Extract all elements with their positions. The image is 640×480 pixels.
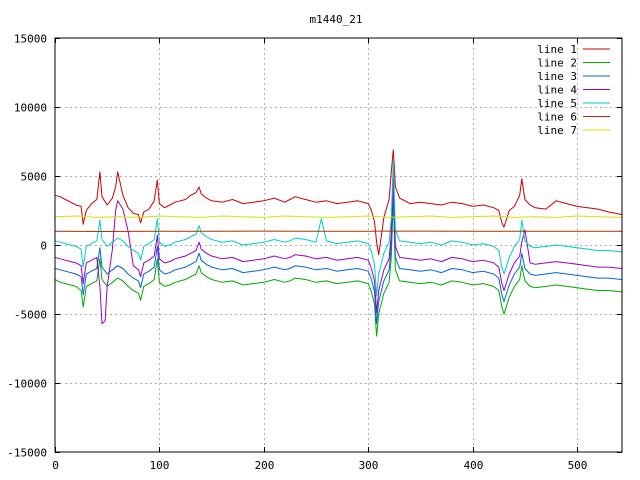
legend-label-5: line 5 xyxy=(537,97,577,110)
legend-label-6: line 6 xyxy=(537,111,577,124)
series-line-3 xyxy=(54,187,623,325)
series-layer xyxy=(54,149,623,337)
legend-label-2: line 2 xyxy=(537,57,577,70)
chart-title: m1440_21 xyxy=(310,13,363,26)
x-tick-label: 400 xyxy=(464,459,484,472)
x-tick-label: 500 xyxy=(568,459,588,472)
y-tick-label: -15000 xyxy=(7,447,47,460)
legend-label-1: line 1 xyxy=(537,43,577,56)
legend-label-4: line 4 xyxy=(537,84,577,97)
y-tick-label: 0 xyxy=(40,240,47,253)
x-tick-label: 300 xyxy=(359,459,379,472)
ticks: -15000 -10000 -5000 0 5000 10000 15000 0 100 200 3… xyxy=(7,33,622,472)
series-line-1 xyxy=(54,149,623,256)
legend-label-3: line 3 xyxy=(537,70,577,83)
y-tick-label: 10000 xyxy=(14,102,47,115)
y-tick-label: 15000 xyxy=(14,33,47,46)
series-line-4 xyxy=(54,176,623,325)
legend-label-7: line 7 xyxy=(537,124,577,137)
x-tick-label: 200 xyxy=(255,459,275,472)
x-tick-label: 0 xyxy=(52,459,59,472)
y-tick-label: -10000 xyxy=(7,378,47,391)
series-line-7 xyxy=(54,215,623,218)
y-tick-label: 5000 xyxy=(21,171,48,184)
x-tick-label: 100 xyxy=(150,459,170,472)
series-line-2 xyxy=(54,199,623,337)
series-line-5 xyxy=(54,160,623,297)
y-tick-label: -5000 xyxy=(14,309,47,322)
